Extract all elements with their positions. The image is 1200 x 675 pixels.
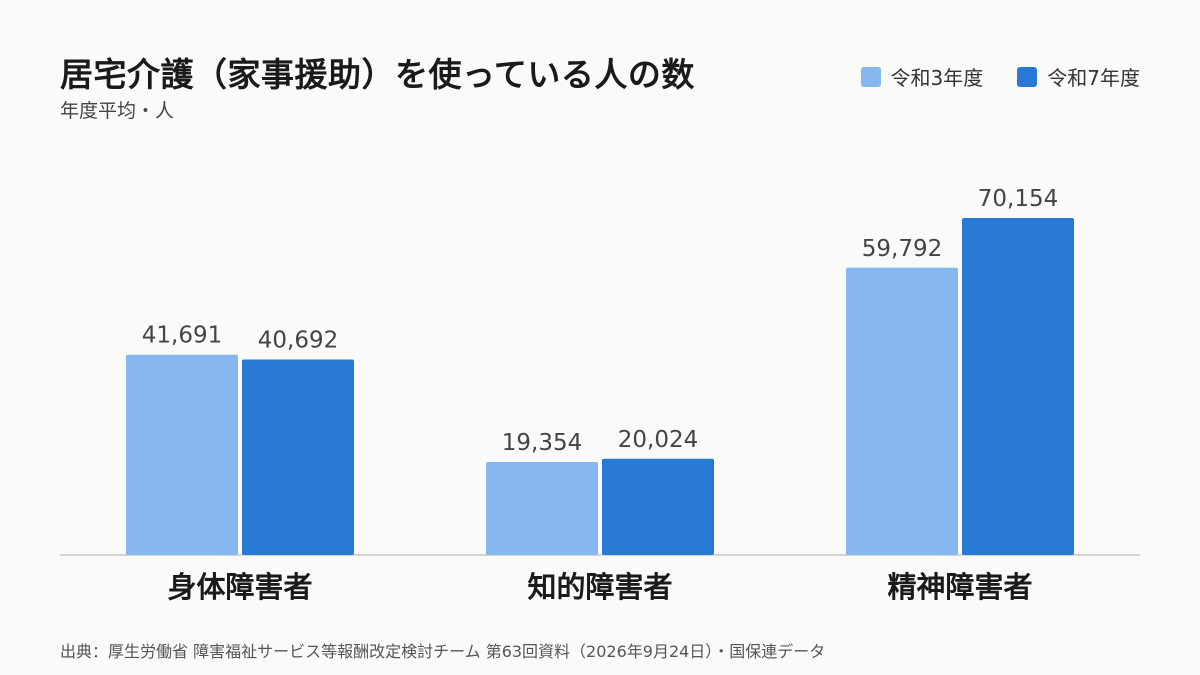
legend-swatch-r7 bbox=[1017, 66, 1038, 87]
source-note: 出典：厚生労働省 障害福祉サービス等報酬改定検討チーム 第63回資料（2026年… bbox=[60, 642, 826, 661]
bar-r7-2 bbox=[962, 218, 1074, 555]
legend-item-r7: 令和7年度 bbox=[1017, 62, 1140, 91]
legend-label-r3: 令和3年度 bbox=[890, 66, 984, 90]
legend-label-r7: 令和7年度 bbox=[1047, 66, 1140, 90]
category-label-1: 知的障害者 bbox=[527, 570, 672, 604]
data-label-r3-0: 41,691 bbox=[142, 323, 222, 349]
data-label-r7-2: 70,154 bbox=[978, 186, 1058, 212]
data-label-r3-2: 59,792 bbox=[862, 236, 942, 262]
bar-r3-2 bbox=[846, 267, 958, 555]
legend-item-r3: 令和3年度 bbox=[860, 62, 984, 91]
bar-r7-0 bbox=[242, 359, 354, 555]
data-label-r7-1: 20,024 bbox=[618, 427, 698, 453]
category-label-0: 身体障害者 bbox=[167, 570, 312, 604]
category-label-2: 精神障害者 bbox=[887, 570, 1032, 604]
data-label-r3-1: 19,354 bbox=[502, 430, 582, 456]
bar-r7-1 bbox=[602, 458, 714, 555]
legend-swatch-r3 bbox=[860, 66, 881, 87]
bar-r3-1 bbox=[486, 462, 598, 555]
chart-legend: 令和3年度 令和7年度 bbox=[860, 62, 1140, 91]
chart-subtitle: 年度平均・人 bbox=[60, 100, 175, 122]
data-label-r7-0: 40,692 bbox=[258, 328, 338, 354]
chart-title: 居宅介護（家事援助）を使っている人の数 bbox=[60, 55, 695, 94]
bar-r3-0 bbox=[126, 354, 238, 555]
